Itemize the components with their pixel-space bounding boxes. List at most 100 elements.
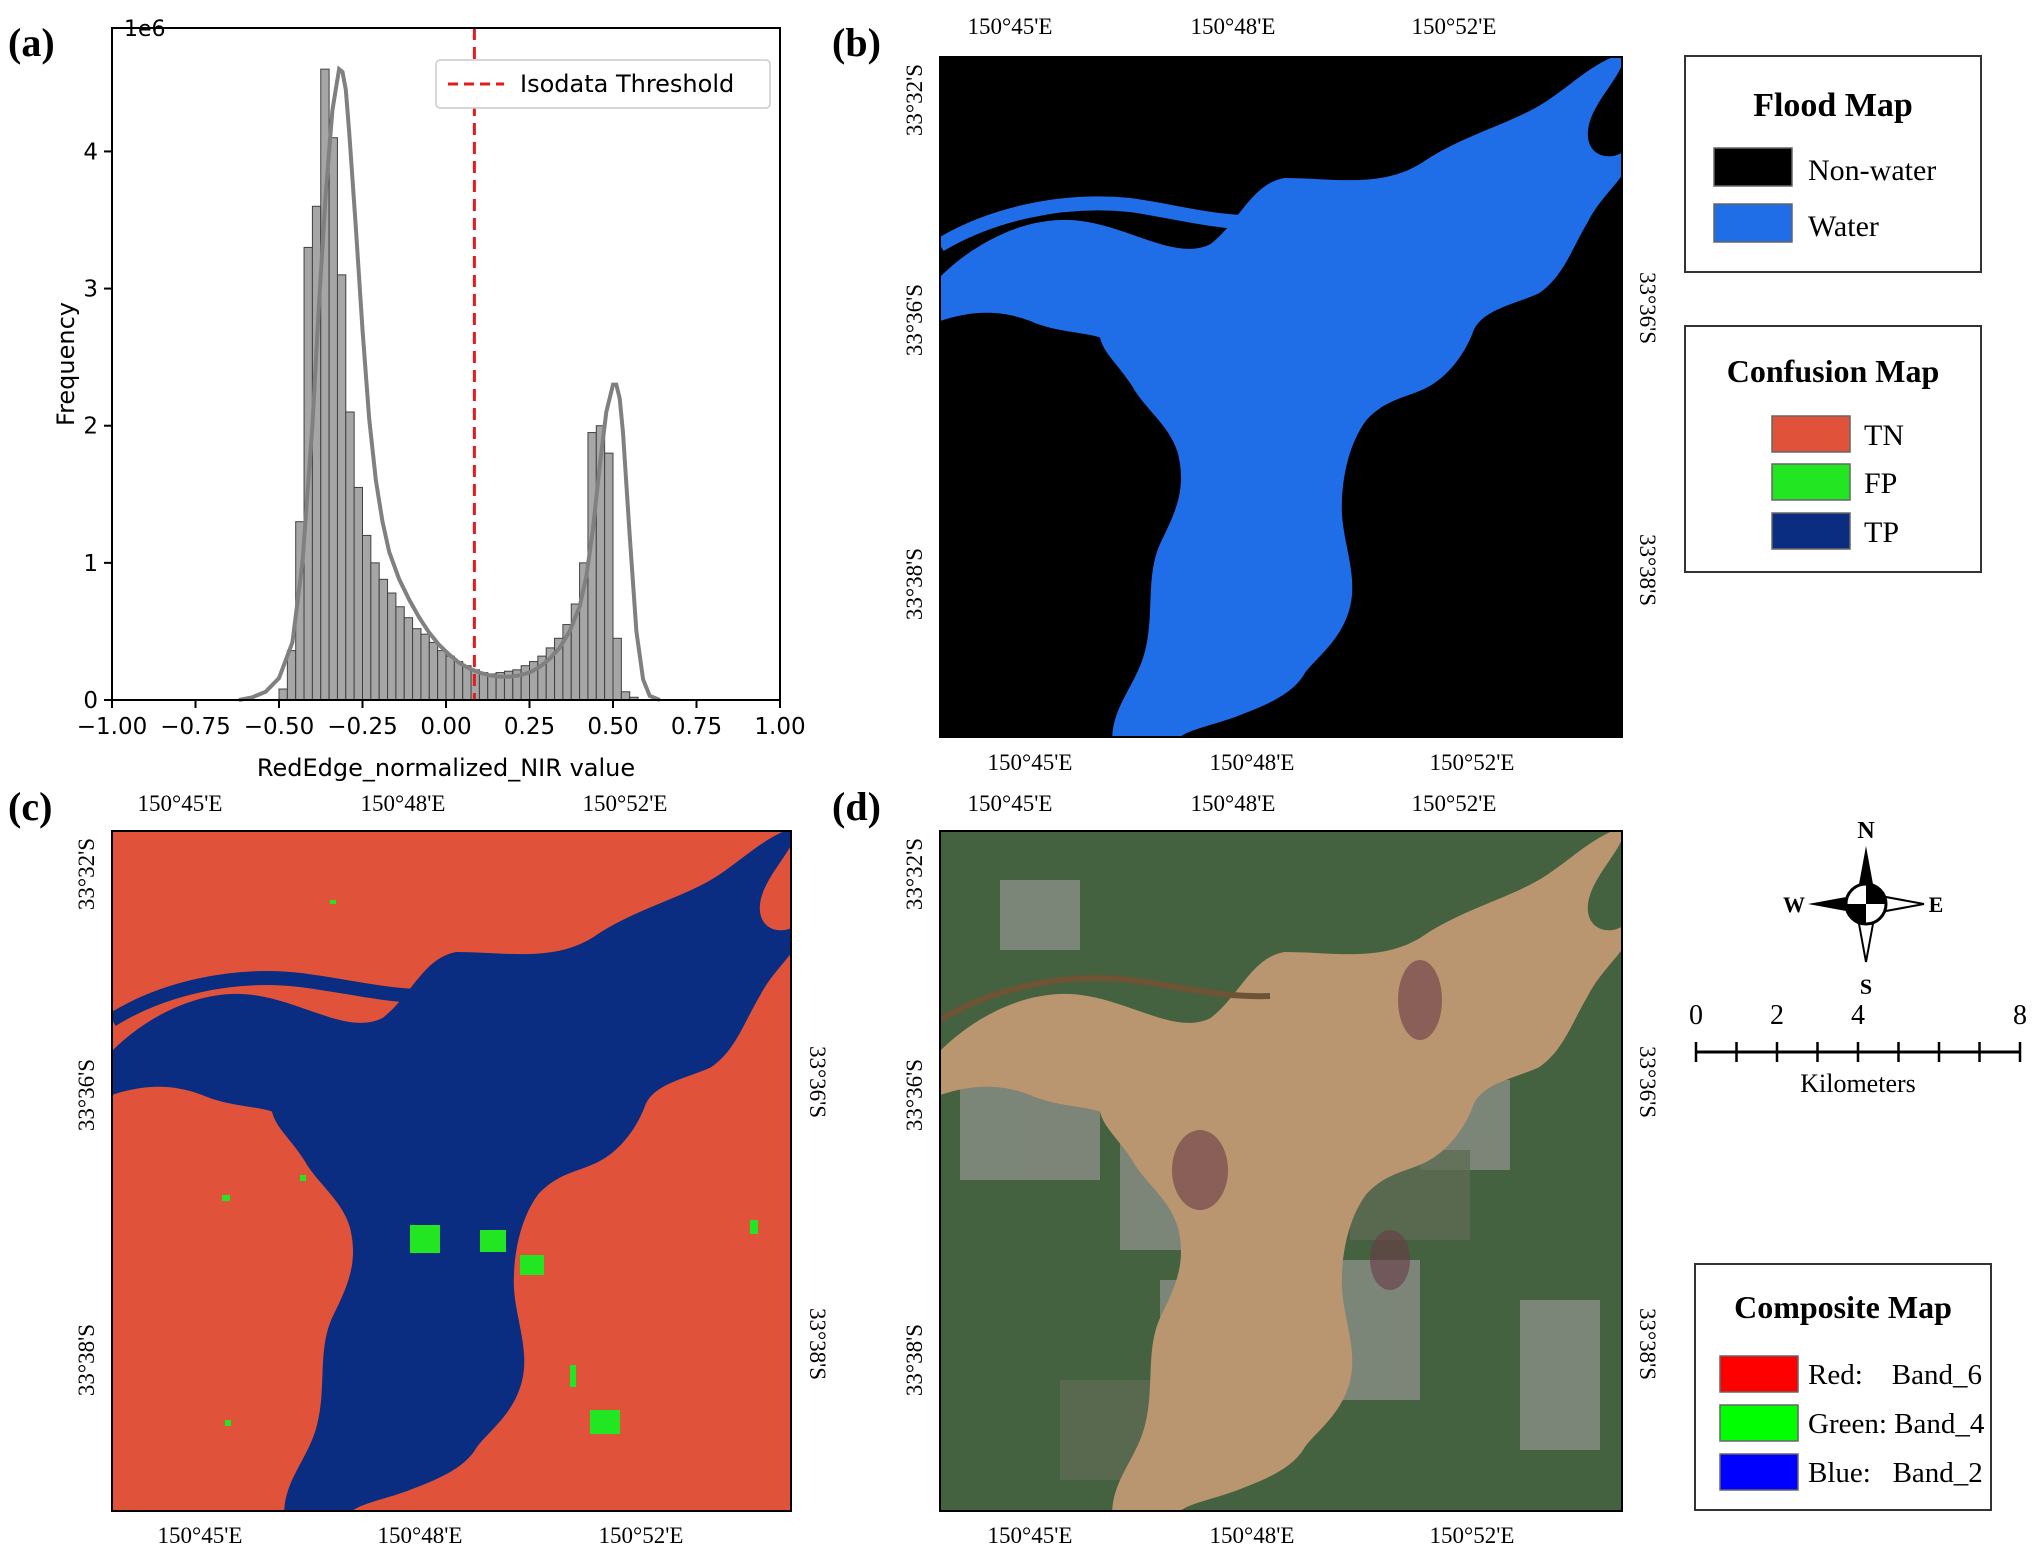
y-axis: 0 1 2 3 4	[83, 139, 112, 714]
composite-legend-swatch-red	[1719, 1355, 1799, 1393]
histogram-bar	[353, 486, 363, 701]
x-tick-label: −0.50	[244, 714, 314, 740]
histogram-bar	[378, 578, 389, 701]
lon-label: 150°52'E	[599, 1523, 684, 1548]
composite-legend-swatch-blue	[1719, 1453, 1799, 1491]
histogram-bar	[453, 661, 464, 701]
y-tick-label: 1	[83, 551, 98, 577]
histogram-bar	[278, 688, 288, 701]
histogram-bar	[412, 628, 422, 701]
panel-label-d: (d)	[832, 784, 881, 829]
lon-label: 150°48'E	[378, 1523, 463, 1548]
histogram-bar	[345, 411, 355, 701]
lon-label: 150°52'E	[1430, 750, 1515, 775]
confusion-legend-swatch-tp	[1771, 512, 1851, 550]
lon-label: 150°45'E	[988, 1523, 1073, 1548]
lon-label: 150°45'E	[968, 791, 1053, 816]
x-tick-label: −0.25	[327, 714, 397, 740]
lon-label: 150°48'E	[1191, 14, 1276, 39]
lon-label: 150°52'E	[1412, 791, 1497, 816]
confusion-legend-swatch-tn	[1771, 415, 1851, 453]
lon-label: 150°48'E	[1210, 750, 1295, 775]
flood-map: 150°45'E 150°48'E 150°52'E 150°45'E 150°…	[902, 14, 1660, 775]
lat-label: 33°38'S	[1635, 1308, 1660, 1380]
lon-label: 150°48'E	[1210, 1523, 1295, 1548]
histogram-bar	[362, 534, 372, 701]
confusion-map-frame	[111, 830, 792, 1512]
lat-label: 33°36'S	[1635, 1046, 1660, 1118]
lat-label: 33°32'S	[902, 64, 927, 136]
legend-box: Isodata Threshold	[435, 59, 771, 109]
confusion-legend-label: FP	[1864, 467, 1897, 500]
lat-label: 33°38'S	[902, 548, 927, 620]
scale-label: 8	[2013, 1000, 2027, 1031]
lat-label: 33°36'S	[805, 1046, 830, 1118]
plot-frame	[111, 27, 781, 701]
flood-legend-label: Non-water	[1808, 154, 1936, 187]
composite-map-legend: Composite Map Red: Band_6 Green: Band_4 …	[1694, 1263, 1992, 1511]
composite-map-frame	[939, 830, 1623, 1512]
north-arrow-icon: N S E W	[1783, 818, 1943, 999]
west-label: W	[1783, 892, 1805, 917]
panel-label-b: (b)	[832, 20, 881, 65]
lon-label: 150°52'E	[1430, 1523, 1515, 1548]
lat-label: 33°36'S	[902, 284, 927, 356]
flood-map-legend: Flood Map Non-water Water	[1684, 55, 1982, 273]
kde-curve	[238, 65, 661, 702]
y-tick-label: 4	[83, 139, 98, 165]
north-label: N	[1857, 818, 1875, 844]
east-label: E	[1929, 892, 1944, 917]
histogram-bars	[278, 68, 639, 701]
histogram-bar	[620, 691, 631, 701]
histogram-chart: −1.00 −0.75 −0.50 −0.25 0.00 0.25 0.50 0.75 1.00…	[52, 17, 806, 782]
y-tick-label: 2	[83, 414, 98, 440]
scale-label: 0	[1689, 1000, 1703, 1031]
histogram-bar	[420, 633, 430, 701]
histogram-bar	[445, 655, 455, 701]
histogram-bar	[612, 637, 622, 701]
confusion-map-fp	[222, 900, 758, 1434]
scale-unit: Kilometers	[1800, 1069, 1916, 1098]
x-tick-label: −0.75	[160, 714, 230, 740]
histogram-bar	[336, 274, 347, 701]
scale-bar: 0 2 4 8 Kilometers	[1689, 1000, 2027, 1098]
scale-label: 4	[1851, 1000, 1865, 1031]
confusion-legend-title: Confusion Map	[1727, 353, 1940, 389]
histogram-bar	[328, 137, 338, 701]
composite-legend-swatch-green	[1719, 1404, 1799, 1442]
composite-map-grid-labels: 150°45'E 150°48'E 150°52'E 150°45'E 150°…	[902, 791, 1660, 1548]
lat-label: 33°36'S	[902, 1059, 927, 1131]
y-multiplier: 1e6	[124, 17, 166, 42]
y-tick-label: 3	[83, 277, 98, 303]
confusion-legend-label: TN	[1864, 419, 1904, 452]
confusion-map-legend: Confusion Map TN FP TP	[1684, 325, 1982, 573]
x-tick-label: 1.00	[754, 714, 805, 740]
lat-label: 33°38'S	[805, 1308, 830, 1380]
histogram-bar	[478, 672, 489, 701]
composite-map-imagery	[940, 831, 1622, 1511]
histogram-bar	[437, 650, 447, 701]
lat-label: 33°38'S	[1635, 534, 1660, 606]
x-tick-label: 0.75	[671, 714, 722, 740]
x-axis-label: RedEdge_normalized_NIR value	[257, 754, 635, 782]
lon-label: 150°48'E	[1191, 791, 1276, 816]
composite-legend-label: Red: Band_6	[1808, 1359, 1982, 1391]
flood-map-grid-labels: 150°45'E 150°48'E 150°52'E 150°45'E 150°…	[902, 14, 1660, 775]
lat-label: 33°32'S	[902, 838, 927, 910]
lat-label: 33°32'S	[74, 838, 99, 910]
legend-threshold-label: Isodata Threshold	[520, 70, 734, 98]
lat-label: 33°38'S	[74, 1324, 99, 1396]
lat-label: 33°36'S	[1635, 272, 1660, 344]
lon-label: 150°45'E	[968, 14, 1053, 39]
y-tick-label: 0	[83, 688, 98, 714]
flood-legend-label: Water	[1808, 210, 1879, 243]
lat-label: 33°38'S	[902, 1324, 927, 1396]
panel-label-a: (a)	[8, 20, 55, 65]
flood-legend-title: Flood Map	[1753, 87, 1913, 124]
composite-legend-label: Blue: Band_2	[1808, 1457, 1983, 1489]
lon-label: 150°52'E	[1412, 14, 1497, 39]
composite-legend-title: Composite Map	[1734, 1289, 1952, 1325]
confusion-map-grid-labels: 150°45'E 150°48'E 150°52'E 150°45'E 150°…	[74, 791, 830, 1548]
x-axis: −1.00 −0.75 −0.50 −0.25 0.00 0.25 0.50 0.75 1.00	[77, 700, 806, 740]
